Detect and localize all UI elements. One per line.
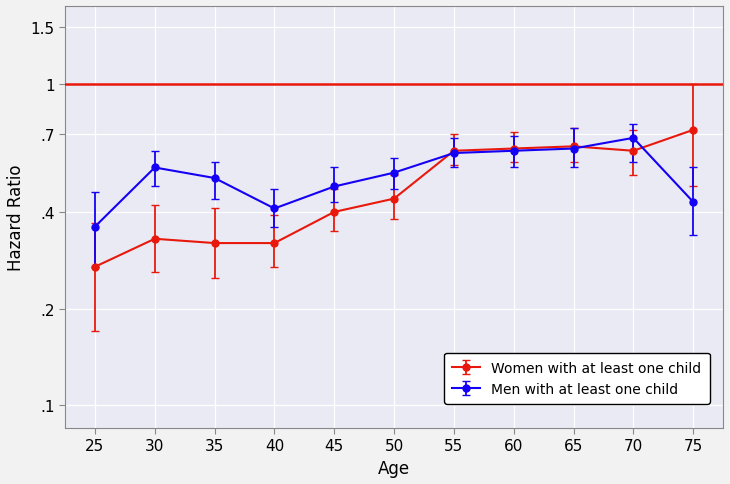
X-axis label: Age: Age	[378, 459, 410, 477]
Legend: Women with at least one child, Men with at least one child: Women with at least one child, Men with …	[444, 353, 710, 405]
Y-axis label: Hazard Ratio: Hazard Ratio	[7, 165, 25, 271]
